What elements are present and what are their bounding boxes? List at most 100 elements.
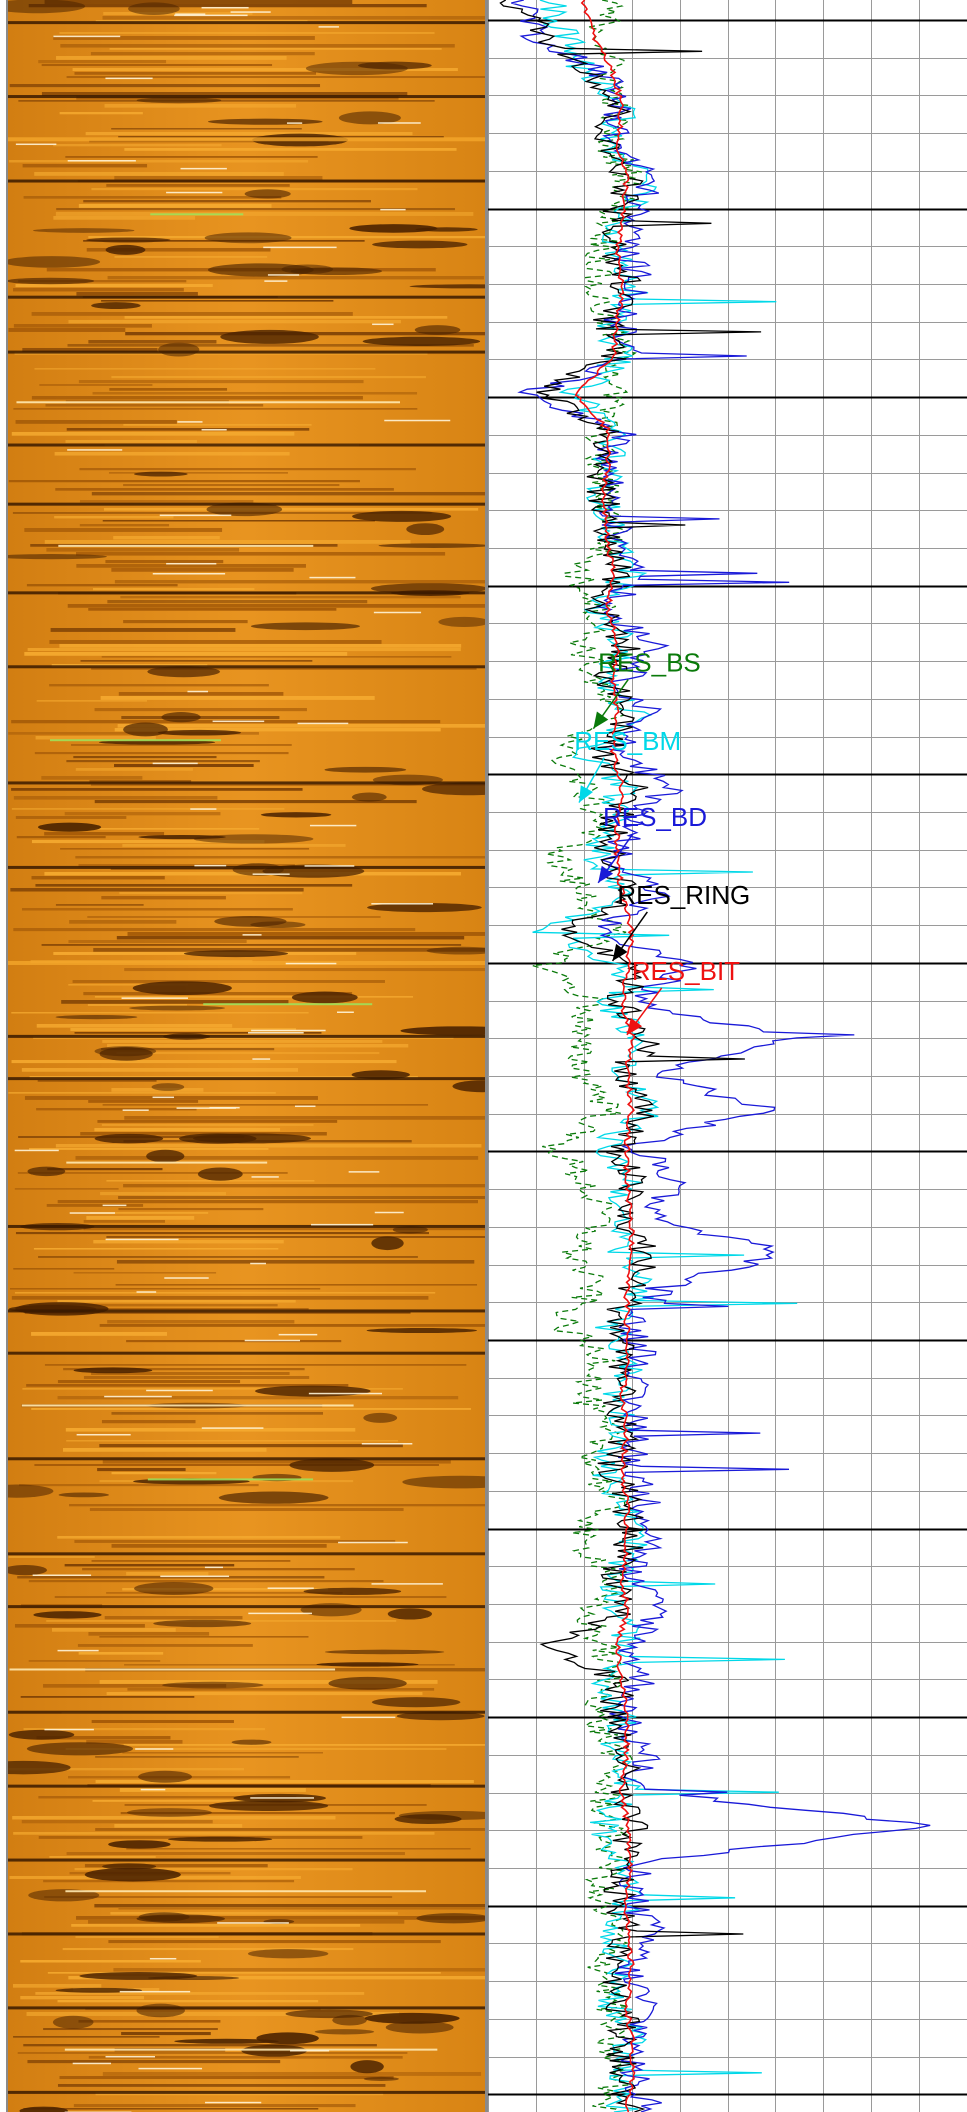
curve-res-bit <box>574 0 636 2112</box>
image-fine-layer <box>93 1240 284 1244</box>
image-dark-spot <box>291 991 358 1004</box>
image-fine-layer <box>70 1028 297 1032</box>
image-fine-layer <box>122 1752 323 1754</box>
image-fine-layer <box>93 948 485 952</box>
image-dark-spot <box>127 1808 212 1817</box>
image-fine-layer <box>111 568 294 572</box>
image-bright-streak <box>248 1612 312 1615</box>
image-fine-layer <box>66 76 485 79</box>
image-fine-layer <box>46 1204 144 1207</box>
image-bright-streak <box>187 690 208 693</box>
image-dark-spot <box>33 228 135 233</box>
image-fine-layer <box>22 164 148 168</box>
image-dark-spot <box>129 1005 226 1011</box>
image-dark-spot <box>38 822 102 832</box>
image-dark-spot <box>73 1367 153 1374</box>
image-dark-spot <box>128 2 180 16</box>
image-bright-streak <box>252 1058 271 1060</box>
image-fine-layer <box>124 1116 485 1120</box>
image-dark-spot <box>409 284 485 289</box>
image-dark-spot <box>220 329 319 344</box>
image-fine-layer <box>100 696 375 700</box>
image-fine-layer <box>46 548 240 552</box>
image-fine-layer <box>78 204 272 208</box>
image-fine-layer <box>124 968 485 972</box>
image-bright-streak <box>14 1149 59 1152</box>
image-fine-layer <box>13 288 184 292</box>
image-fine-layer <box>103 508 479 511</box>
image-fine-layer <box>76 1916 485 1920</box>
image-fine-layer <box>59 644 462 648</box>
image-dark-spot <box>207 118 323 125</box>
image-dark-spot <box>422 782 485 796</box>
image-bright-streak <box>180 167 227 170</box>
image-fine-layer <box>33 1248 279 1250</box>
image-fine-layer <box>39 384 153 386</box>
image-dark-spot <box>314 2029 375 2035</box>
image-fine-layer <box>8 160 309 163</box>
image-dark-spot <box>364 2012 460 2024</box>
image-fine-layer <box>123 1744 485 1746</box>
image-fine-layer <box>8 328 126 332</box>
image-dark-spot <box>214 916 287 927</box>
image-fine-layer <box>111 1544 327 1548</box>
image-fine-layer <box>59 112 143 115</box>
image-dark-spot <box>138 1770 192 1783</box>
image-bright-streak <box>204 1566 224 1569</box>
image-fine-layer <box>21 1820 213 1824</box>
image-bright-streak <box>264 280 288 282</box>
image-fine-layer <box>13 1832 435 1835</box>
image-fine-layer <box>123 424 312 426</box>
image-bright-streak <box>15 143 57 146</box>
image-dark-spot <box>398 1810 485 1820</box>
image-fine-layer <box>126 1848 471 1850</box>
image-dark-spot <box>385 2021 454 2034</box>
image-fine-layer <box>55 1144 482 1148</box>
image-texture-bands <box>8 0 485 2112</box>
image-band-dark <box>8 1077 485 1081</box>
image-bright-streak <box>166 562 217 565</box>
image-fine-layer <box>57 1200 479 1204</box>
image-bright-streak <box>212 720 265 723</box>
image-fine-layer <box>101 1048 275 1051</box>
image-dark-spot <box>8 554 107 560</box>
image-dark-spot <box>55 1014 138 1020</box>
image-fine-layer <box>72 980 385 983</box>
image-band-dark <box>8 781 485 785</box>
image-fine-layer <box>110 1912 398 1915</box>
image-fine-layer <box>66 428 310 431</box>
image-fine-layer <box>106 184 290 187</box>
image-dark-spot <box>367 903 482 913</box>
image-fine-layer <box>38 60 167 64</box>
image-fine-layer <box>21 908 293 911</box>
image-fine-layer <box>126 1340 342 1343</box>
image-bright-streak <box>164 1277 209 1279</box>
image-band-dark <box>8 2006 485 2010</box>
image-fine-layer <box>8 1092 276 1094</box>
image-fine-layer <box>17 1172 288 1174</box>
image-fine-layer <box>83 1228 485 1231</box>
image-band-dark <box>8 1552 485 1556</box>
image-band-dark <box>8 1034 485 1038</box>
image-band-dark <box>8 1710 485 1714</box>
image-bright-streak <box>267 274 300 276</box>
image-fine-layer <box>54 516 174 519</box>
image-band-highlight <box>65 1890 427 1893</box>
image-bright-streak <box>371 1583 443 1585</box>
image-bright-streak <box>248 1032 304 1034</box>
image-fine-layer <box>91 1720 234 1724</box>
image-fine-layer <box>94 996 413 998</box>
image-fine-layer <box>73 756 217 759</box>
image-fine-layer <box>47 1168 163 1171</box>
image-fine-layer <box>17 1576 325 1579</box>
image-fine-layer <box>35 884 353 887</box>
image-dark-spot <box>136 1914 226 1924</box>
curve-res-bm <box>532 0 798 2112</box>
image-fine-layer <box>43 2028 218 2031</box>
image-fine-layer <box>78 2020 221 2023</box>
image-fine-layer <box>115 1284 478 1286</box>
image-fine-layer <box>111 128 302 130</box>
image-fine-layer <box>90 1212 209 1214</box>
image-fine-layer <box>89 828 260 830</box>
image-bright-streak <box>250 1797 315 1799</box>
